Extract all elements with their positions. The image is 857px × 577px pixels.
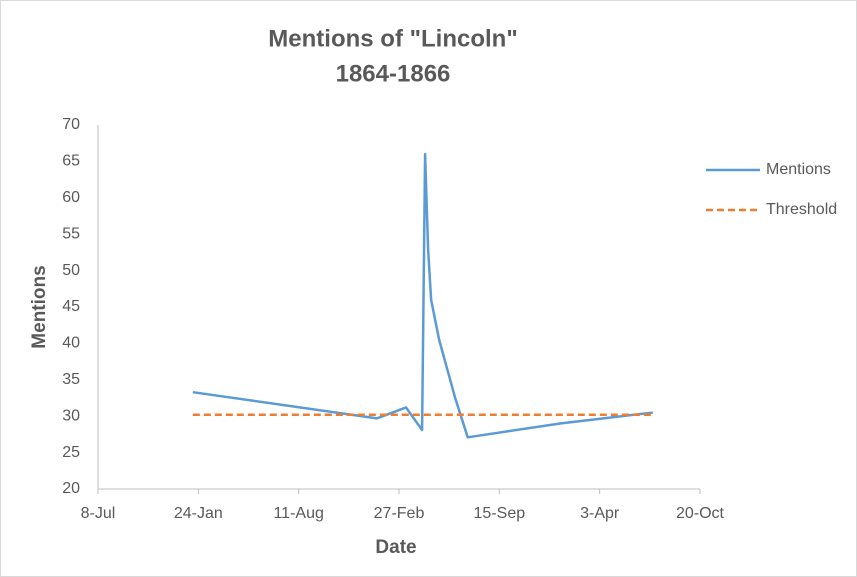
- y-tick-label: 55: [62, 225, 80, 242]
- x-tick-label: 20-Oct: [676, 505, 725, 522]
- y-tick-label: 65: [62, 153, 80, 170]
- x-tick-label: 8-Jul: [81, 505, 116, 522]
- y-tick-label: 25: [62, 444, 80, 461]
- y-tick-label: 35: [62, 371, 80, 388]
- x-tick-label: 3-Apr: [580, 505, 620, 522]
- legend-label: Mentions: [766, 161, 831, 178]
- y-tick-label: 45: [62, 298, 80, 315]
- x-tick-label: 24-Jan: [174, 505, 223, 522]
- legend-label: Threshold: [766, 201, 837, 218]
- y-tick-label: 30: [62, 407, 80, 424]
- chart-subtitle: 1864-1866: [336, 60, 451, 87]
- x-tick-label: 11-Aug: [273, 505, 323, 522]
- y-tick-label: 20: [62, 480, 80, 497]
- y-tick-label: 60: [62, 189, 80, 206]
- x-axis-title: Date: [375, 537, 416, 558]
- y-axis-title: Mentions: [29, 265, 50, 348]
- y-tick-label: 70: [62, 116, 80, 133]
- y-tick-label: 50: [62, 262, 80, 279]
- data-line: [192, 152, 653, 439]
- y-tick-label: 40: [62, 335, 80, 352]
- chart-title: Mentions of "Lincoln": [268, 25, 517, 52]
- x-tick-label: 27-Feb: [374, 505, 425, 522]
- x-tick-label: 15-Sep: [474, 505, 526, 522]
